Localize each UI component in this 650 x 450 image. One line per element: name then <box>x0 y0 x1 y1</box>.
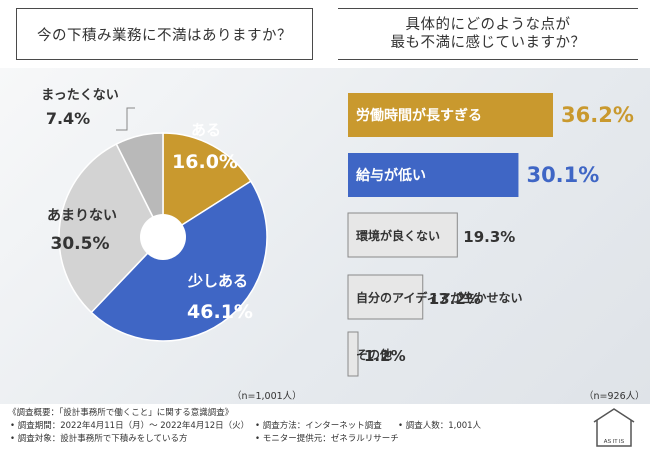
pie-chart: ある 16.0% 少しある 46.1% あまりない 30.5% まったくない 7.4% <box>41 88 268 342</box>
bar-category-label: 自分のアイディアが生かせない <box>356 290 523 305</box>
house-icon: AS IT IS <box>593 408 635 447</box>
survey-target: • 調査対象：設計事務所で下積みをしている方 <box>10 434 188 444</box>
left-question-box: 今の下積み業務に不満はありますか？ <box>16 8 313 60</box>
right-question-line1: 具体的にどのような点が <box>405 17 571 33</box>
pie-slice <box>162 132 252 239</box>
right-question-box: 具体的にどのような点が 最も不満に感じていますか？ <box>338 8 638 60</box>
pie-value-label: 16.0% <box>172 151 238 173</box>
bar <box>347 212 458 258</box>
right-question-line2: 最も不満に感じていますか？ <box>390 35 586 51</box>
bar-value-label: 13.2% <box>429 290 481 308</box>
bar-value-label: 19.3% <box>463 228 515 246</box>
bar-value-label: 1.2% <box>364 347 406 365</box>
pie-category-label: 少しある <box>187 272 248 290</box>
pie-value-label: 46.1% <box>187 301 253 323</box>
footer: 《調査概要：「設計事務所で働くこと」に関する意識調査》 • 調査期間：2022年… <box>0 404 650 450</box>
bar-category-label: 環境が良くない <box>356 228 440 243</box>
pie-category-label: あまりない <box>47 208 117 224</box>
charts-svg: ある 16.0% 少しある 46.1% あまりない 30.5% まったくない 7.4% 労働時… <box>41 88 634 377</box>
survey-method: • 調査方法：インターネット調査 <box>255 421 382 431</box>
pie-leader-line <box>116 107 135 131</box>
survey-period: • 調査期間：2022年4月11日（月）～ 2022年4月12日（火） <box>10 421 250 431</box>
bar-category-label: 労働時間が長すぎる <box>356 107 482 124</box>
pie-center-hole <box>140 214 186 260</box>
survey-provider: • モニター提供元：ゼネラルリサーチ <box>255 434 399 444</box>
pie-value-label: 7.4% <box>46 109 90 128</box>
bar <box>348 153 519 197</box>
left-question: 今の下積み業務に不満はありますか？ <box>37 27 292 44</box>
bar-n-label: （n=926人） <box>584 391 645 402</box>
bar <box>348 93 553 137</box>
bar-category-label: 給与が低い <box>356 167 426 184</box>
survey-overview: 《調査概要：「設計事務所で働くこと」に関する意識調査》 <box>8 408 234 418</box>
bar <box>347 274 424 320</box>
survey-count: • 調査人数：1,001人 <box>398 421 482 431</box>
header: 今の下積み業務に不満はありますか？ 具体的にどのような点が 最も不満に感じていま… <box>0 0 650 68</box>
bar <box>347 331 359 377</box>
pie-category-label: ある <box>191 121 221 139</box>
pie-value-label: 30.5% <box>51 234 110 254</box>
pie-n-label: （n=1,001人） <box>232 391 302 402</box>
pie-slice <box>115 132 164 238</box>
bar-chart: 労働時間が長すぎる 36.2% 給与が低い 30.1% 環境が良くない 19.3% 自分のア… <box>347 93 634 377</box>
logo-text: AS IT IS <box>604 439 625 445</box>
pie-slice <box>90 180 268 342</box>
bar-category-label: その他 <box>356 347 392 362</box>
pie-category-label: まったくない <box>41 88 118 103</box>
bar-value-label: 30.1% <box>526 163 599 187</box>
bar-value-label: 36.2% <box>561 103 634 127</box>
